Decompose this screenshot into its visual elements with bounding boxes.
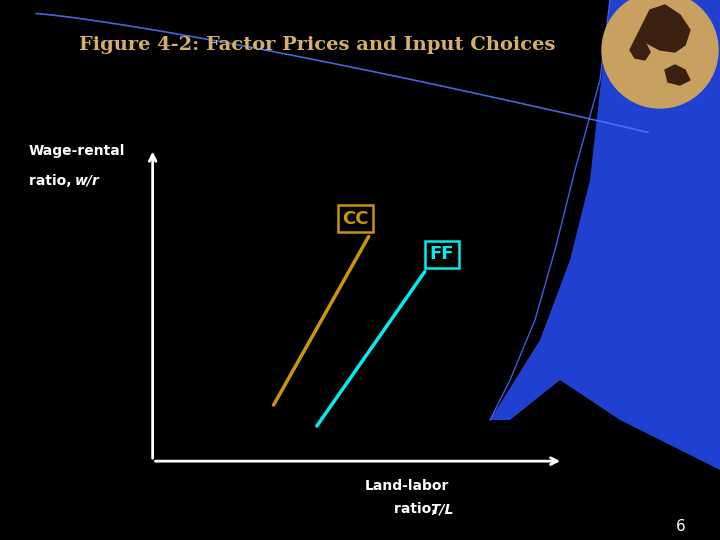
Text: FF: FF <box>430 245 454 263</box>
Circle shape <box>602 0 718 108</box>
Text: Figure 4-2: Factor Prices and Input Choices: Figure 4-2: Factor Prices and Input Choi… <box>78 36 555 54</box>
Text: 6: 6 <box>675 519 685 534</box>
Polygon shape <box>665 65 690 85</box>
Text: ratio,: ratio, <box>394 502 441 516</box>
Polygon shape <box>490 0 720 470</box>
Text: w/r: w/r <box>75 174 100 188</box>
Polygon shape <box>640 5 690 52</box>
Polygon shape <box>630 30 650 60</box>
Text: T/L: T/L <box>431 502 454 516</box>
Text: Wage-rental: Wage-rental <box>29 144 125 158</box>
Text: CC: CC <box>343 210 369 228</box>
Text: ratio,: ratio, <box>29 174 76 188</box>
Text: Land-labor: Land-labor <box>364 479 449 493</box>
